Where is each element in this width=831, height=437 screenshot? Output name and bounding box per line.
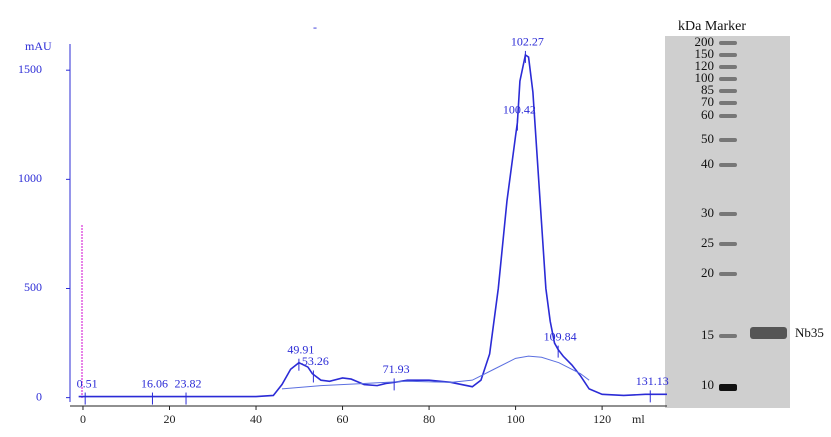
- marker-label: 120: [695, 58, 715, 73]
- x-tick-label: 20: [164, 412, 176, 426]
- peak-label: 49.91: [287, 342, 314, 356]
- uv-line: [78, 53, 667, 398]
- y-tick-label: 0: [36, 389, 42, 403]
- x-tick-label: 80: [423, 412, 435, 426]
- marker-band: [719, 77, 737, 81]
- peak-label: 71.93: [383, 362, 410, 376]
- dash: -: [313, 20, 317, 34]
- baseline-line: [281, 355, 590, 390]
- marker-band: [719, 334, 737, 338]
- marker-band: [719, 212, 737, 216]
- marker-band: [719, 101, 737, 105]
- band-label: Nb35: [795, 325, 824, 340]
- marker-label: 100: [695, 70, 715, 85]
- marker-band: [719, 242, 737, 246]
- y-tick-label: 1500: [18, 62, 42, 76]
- peak-label: 131.13: [636, 374, 669, 388]
- peak-label: 16.06: [141, 376, 168, 390]
- peak-label: 102.27: [511, 35, 544, 49]
- marker-band: [719, 163, 737, 167]
- x-axis-label: ml: [632, 412, 645, 426]
- marker-band: [719, 41, 737, 45]
- marker-band: [719, 89, 737, 93]
- peak-label: 53.26: [302, 354, 329, 368]
- marker-label: 85: [701, 82, 714, 97]
- gel-title: kDa Marker: [678, 19, 746, 34]
- marker-band: [719, 114, 737, 118]
- marker-band: [719, 138, 737, 142]
- marker-label: 200: [695, 34, 715, 49]
- peak-label: 109.84: [544, 329, 577, 343]
- marker-label: 15: [701, 327, 714, 342]
- peak-label: 23.82: [175, 376, 202, 390]
- marker-band: [719, 384, 737, 391]
- marker-label: 40: [701, 156, 714, 171]
- marker-label: 30: [701, 205, 714, 220]
- marker-label: 150: [695, 46, 715, 61]
- x-tick-label: 0: [80, 412, 86, 426]
- x-tick-label: 60: [337, 412, 349, 426]
- x-tick-label: 100: [507, 412, 525, 426]
- y-axis-label: mAU: [25, 39, 52, 53]
- x-tick-label: 40: [250, 412, 262, 426]
- marker-label: 10: [701, 377, 714, 392]
- marker-label: 50: [701, 131, 714, 146]
- marker-label: 70: [701, 94, 714, 109]
- gel: [665, 36, 790, 408]
- peak-label: 100.42: [503, 102, 536, 116]
- marker-label: 20: [701, 265, 714, 280]
- marker-band: [719, 65, 737, 69]
- x-tick-label: 120: [593, 412, 611, 426]
- marker-band: [719, 272, 737, 276]
- marker-label: 25: [701, 235, 714, 250]
- peak-label: 0.51: [77, 376, 98, 390]
- marker-band: [719, 53, 737, 57]
- y-tick-label: 1000: [18, 171, 42, 185]
- marker-label: 60: [701, 107, 714, 122]
- y-tick-label: 500: [24, 280, 42, 294]
- sample-band: [750, 327, 787, 339]
